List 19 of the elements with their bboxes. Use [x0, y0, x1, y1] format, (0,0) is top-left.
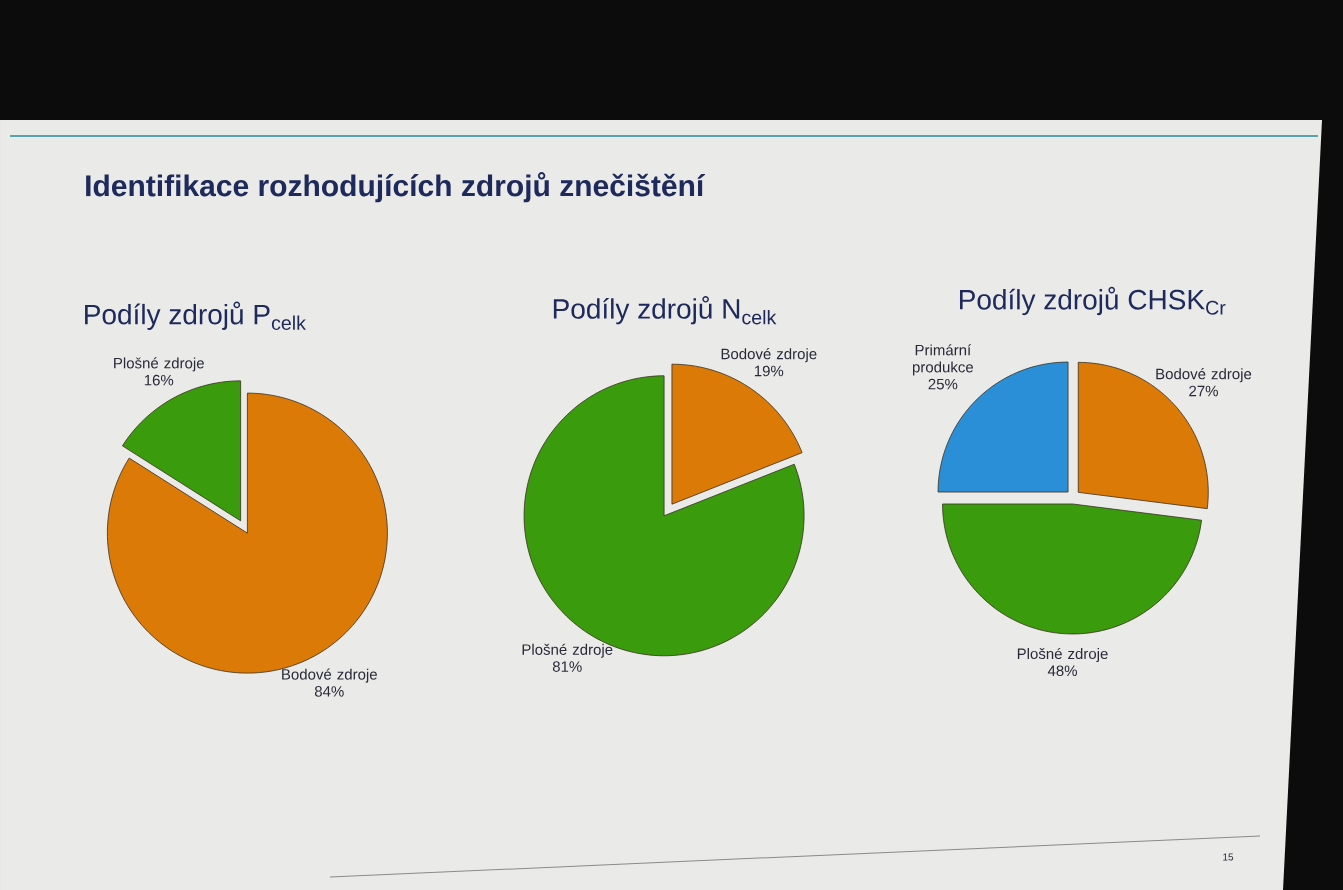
slice-label: Plošné zdroje	[522, 643, 613, 658]
data-label: 25%	[928, 378, 958, 390]
data-label: 19%	[754, 365, 784, 377]
slice-label: Bodové zdroje	[721, 348, 817, 363]
slice-label: Bodové zdroje	[1156, 368, 1252, 383]
chart-title: Podíly zdrojů N$_{celk}$	[553, 295, 777, 325]
text: Identifikace rozhodujících zdrojů znečištění	[86, 172, 706, 203]
data-label: 16%	[144, 374, 174, 386]
slice-label: Bodové zdroje	[282, 668, 377, 683]
slice-label: Primární produkce	[912, 344, 974, 376]
text: 15	[1223, 853, 1234, 861]
slice-label: Plošné zdroje	[1017, 647, 1108, 663]
chart-title: Podíly zdrojů CHSK$_{Cr}$	[959, 286, 1226, 316]
data-label: 81%	[552, 661, 582, 672]
data-label: 27%	[1189, 385, 1218, 397]
chart-title: Podíly zdrojů P$_{celk}$	[85, 301, 306, 330]
slice-label: Plošné zdroje	[114, 357, 204, 372]
data-label: 48%	[1047, 665, 1077, 677]
data-label: 84%	[314, 686, 344, 697]
